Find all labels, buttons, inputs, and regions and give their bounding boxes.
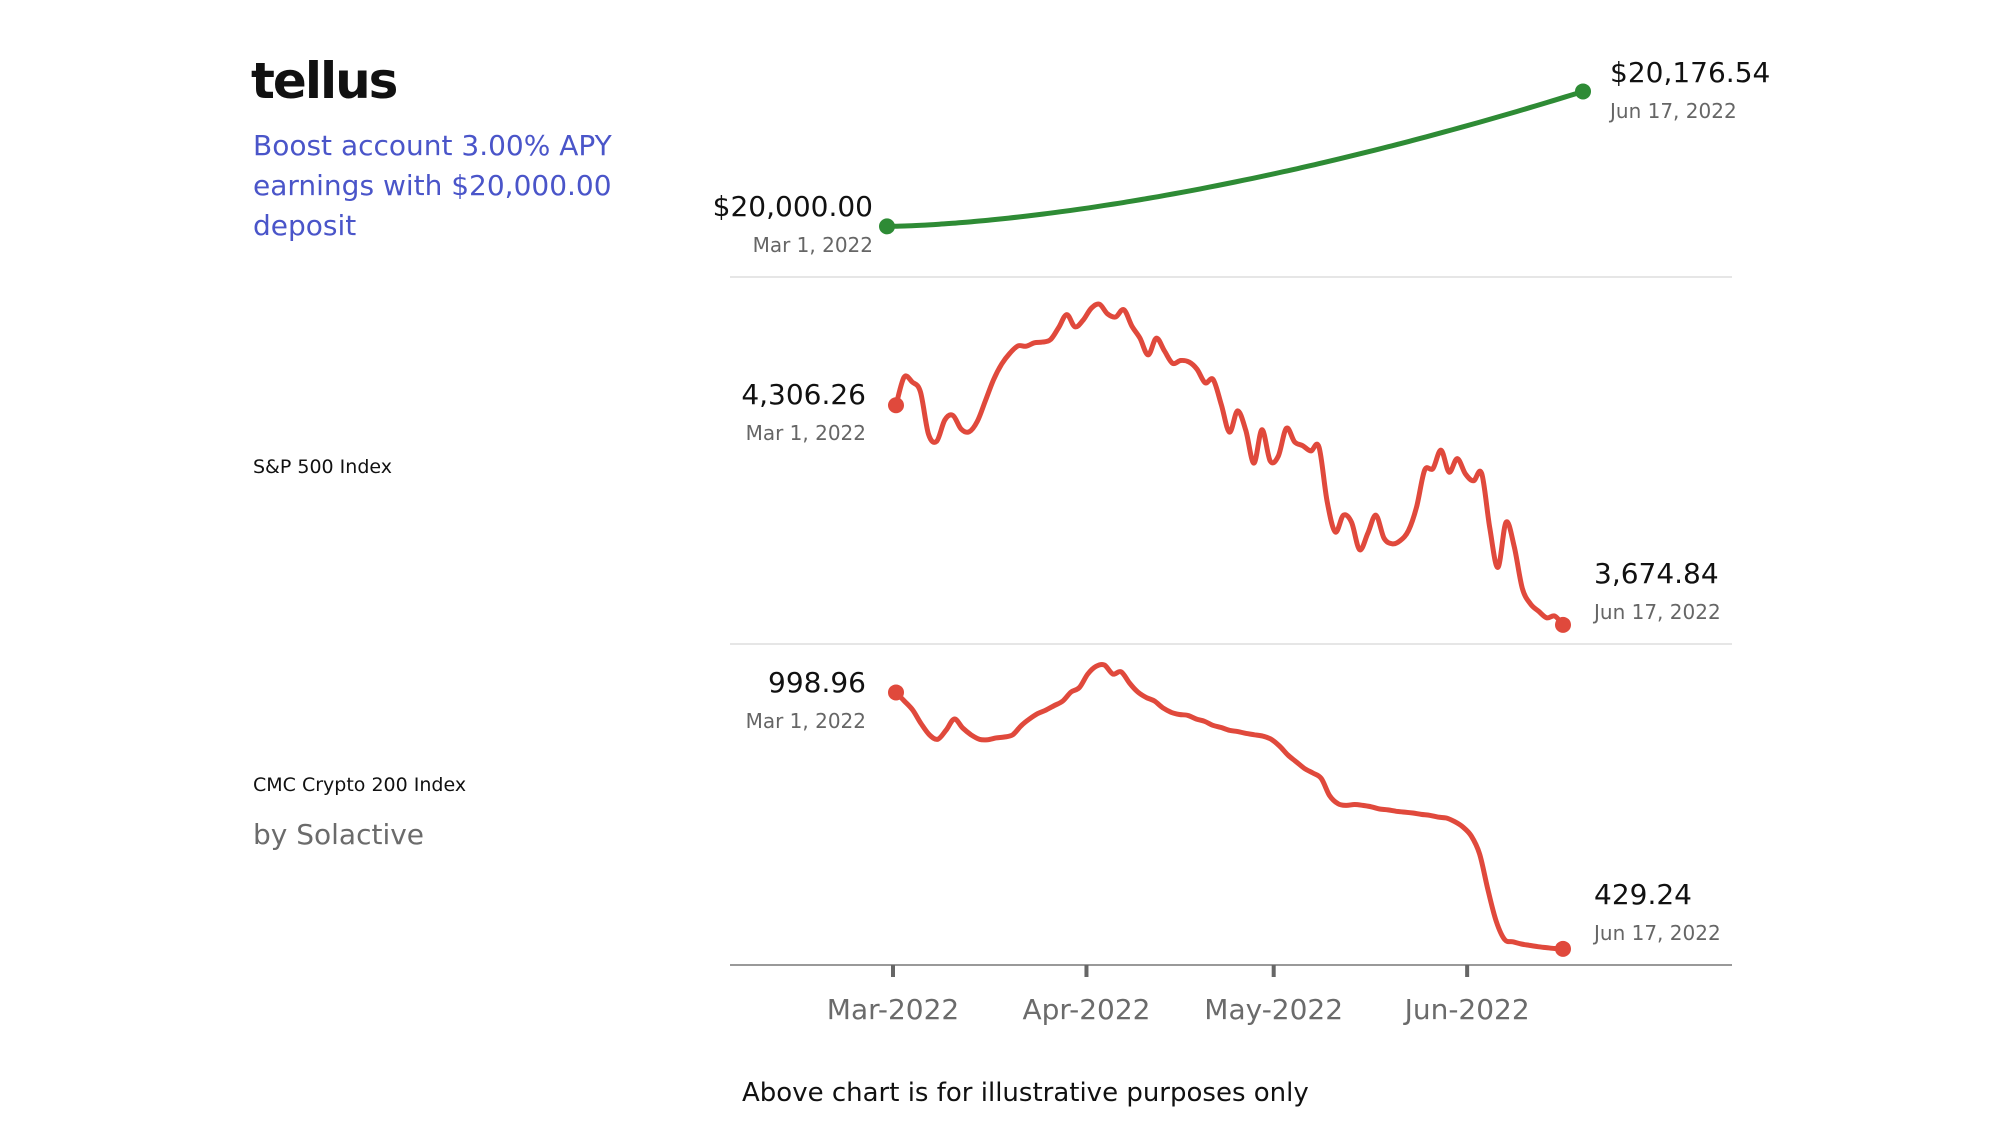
- crypto-end-date: Jun 17, 2022: [1592, 921, 1721, 945]
- sp500-end-date: Jun 17, 2022: [1592, 600, 1721, 624]
- crypto-chart: 998.96 Mar 1, 2022 429.24 Jun 17, 2022: [746, 661, 1721, 957]
- crypto-end-value: 429.24: [1594, 878, 1692, 911]
- gridlines: [730, 276, 1732, 645]
- sp500-label: S&P 500 Index: [253, 456, 392, 478]
- crypto-series-line: [893, 661, 1566, 952]
- crypto-start-point: [888, 684, 904, 701]
- disclaimer-footnote: Above chart is for illustrative purposes…: [742, 1078, 1309, 1108]
- crypto-label: CMC Crypto 200 Index: [253, 774, 467, 796]
- boost-line-1: Boost account 3.00% APY: [253, 129, 612, 162]
- x-tick-label-1: Apr-2022: [1022, 993, 1150, 1026]
- boost-start-value: $20,000.00: [713, 190, 873, 223]
- boost-line-2: earnings with $20,000.00 deposit: [253, 169, 612, 242]
- boost-start-date: Mar 1, 2022: [753, 233, 873, 257]
- sp500-end-point: [1555, 616, 1571, 633]
- x-tick-label-0: Mar-2022: [827, 993, 959, 1026]
- crypto-end-point: [1555, 940, 1571, 957]
- crypto-start-date: Mar 1, 2022: [746, 709, 866, 733]
- boost-chart: $20,000.00 Mar 1, 2022 $20,176.54 Jun 17…: [713, 56, 1771, 257]
- sp500-start-date: Mar 1, 2022: [746, 421, 866, 445]
- boost-series-line: [884, 89, 1586, 229]
- boost-end-date: Jun 17, 2022: [1608, 99, 1737, 123]
- crypto-sublabel: by Solactive: [253, 818, 425, 851]
- sp500-end-value: 3,674.84: [1594, 557, 1719, 590]
- boost-start-point: [879, 218, 895, 235]
- boost-end-point: [1575, 83, 1591, 100]
- x-axis: Mar-2022 Apr-2022 May-2022 Jun-2022: [730, 964, 1732, 1026]
- x-tick-label-2: May-2022: [1204, 993, 1343, 1026]
- x-tick-label-3: Jun-2022: [1403, 993, 1530, 1026]
- x-axis-ticks: Mar-2022 Apr-2022 May-2022 Jun-2022: [827, 965, 1530, 1026]
- boost-description: Boost account 3.00% APY earnings with $2…: [253, 126, 713, 246]
- boost-end-value: $20,176.54: [1610, 56, 1770, 89]
- sp500-start-point: [888, 397, 904, 414]
- tellus-logo: tellus: [251, 52, 398, 110]
- sp500-start-value: 4,306.26: [741, 378, 866, 411]
- crypto-start-value: 998.96: [768, 666, 866, 699]
- sp500-series-line: [893, 301, 1566, 628]
- sp500-chart: 4,306.26 Mar 1, 2022 3,674.84 Jun 17, 20…: [741, 301, 1721, 633]
